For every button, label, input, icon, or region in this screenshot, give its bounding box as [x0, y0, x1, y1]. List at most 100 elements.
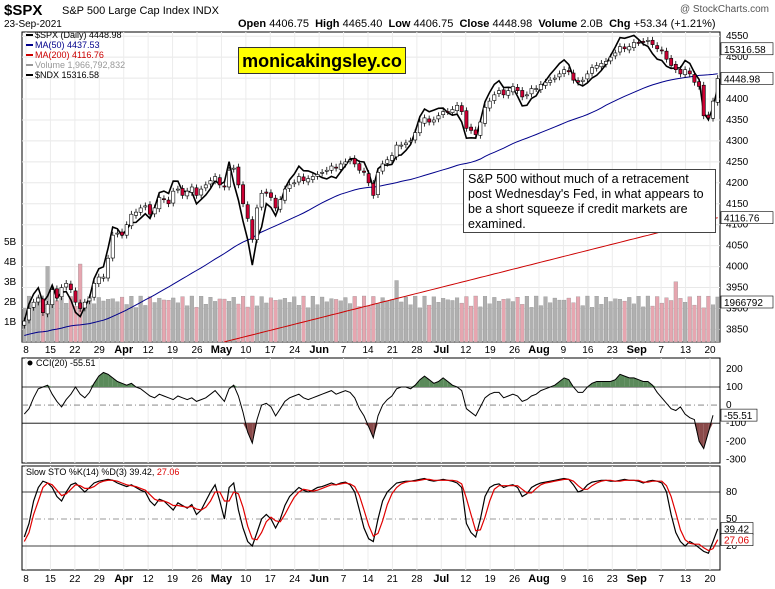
cci-y-tick-label: -200: [726, 436, 746, 447]
cci-legend-dot: [27, 360, 33, 366]
x-tick-label: 26: [191, 345, 203, 356]
price-candle: [338, 163, 343, 170]
x-tick-label: 10: [240, 345, 252, 356]
volume-bar: [664, 297, 669, 343]
close-label: Close: [459, 18, 490, 30]
price-candle: [408, 140, 413, 143]
volume-bar: [580, 305, 585, 343]
price-candle: [171, 190, 176, 204]
price-candle: [492, 94, 497, 101]
volume-bar: [124, 304, 129, 343]
stockcharts-credit: @ StockCharts.com: [679, 4, 769, 15]
volume-bar: [371, 296, 376, 343]
price-candle: [599, 63, 604, 68]
volume-bar: [445, 299, 450, 343]
price-candle: [483, 107, 487, 124]
volume-bar: [678, 298, 683, 343]
price-candle: [715, 78, 720, 103]
volume-bar: [278, 299, 283, 343]
x-tick-label: 19: [485, 574, 497, 585]
price-candle: [296, 176, 301, 183]
price-candle: [259, 192, 264, 208]
price-candle: [115, 232, 120, 235]
price-candle: [650, 39, 655, 45]
x-tick-label: Sep: [627, 344, 647, 356]
price-candle: [348, 159, 352, 162]
price-candle: [390, 155, 394, 161]
volume-tick-label: 5B: [4, 237, 17, 248]
sto-title-k: Slow STO %K(14) %D(3) 39.42,: [26, 467, 154, 477]
volume-bar: [617, 298, 622, 343]
volume-bar: [464, 296, 469, 343]
volume-bar: [594, 296, 599, 343]
price-value-tag-box: [720, 42, 774, 56]
volume-bar: [143, 305, 148, 343]
price-candle: [501, 89, 506, 96]
price-candle: [92, 283, 97, 298]
x-tick-label: 19: [167, 345, 179, 356]
volume-bar: [631, 303, 636, 343]
volume-bar: [343, 297, 348, 343]
price-candle: [301, 176, 306, 182]
volume-bar: [129, 296, 134, 343]
cci-overbought-fill: [629, 377, 634, 387]
price-candle: [82, 301, 87, 309]
x-tick-label: 19: [167, 574, 179, 585]
chg-label: Chg: [609, 18, 631, 30]
ma50-line: [24, 73, 718, 336]
x-tick-label: Sep: [627, 573, 647, 585]
volume-bar: [538, 305, 543, 343]
volume-bar: [157, 297, 162, 343]
price-y-tick-label: 4500: [726, 52, 749, 63]
volume-bar: [650, 305, 655, 343]
price-value-tag: 4448.98: [724, 75, 761, 86]
volume-bar: [133, 307, 139, 343]
price-candle: [217, 177, 222, 186]
x-tick-label: 15: [45, 574, 57, 585]
price-candle: [399, 144, 404, 147]
price-candle: [231, 167, 236, 170]
volume-bar: [603, 297, 609, 343]
cci-overbought-fill: [103, 372, 109, 387]
x-tick-label: 24: [289, 345, 301, 356]
x-tick-label: 12: [460, 345, 472, 356]
volume-bar: [282, 298, 287, 343]
price-candle: [645, 40, 650, 42]
x-tick-label: Apr: [114, 344, 134, 356]
x-tick-label: Jun: [309, 573, 329, 585]
volume-bar: [106, 299, 111, 343]
price-candle: [282, 188, 287, 201]
sto-panel-frame: [21, 465, 721, 571]
volume-bar: [348, 303, 353, 343]
price-candle: [287, 184, 292, 189]
price-y-tick-label: 4250: [726, 157, 749, 168]
volume-bar: [687, 296, 692, 343]
price-candle: [618, 46, 622, 53]
volume-bar: [515, 297, 520, 343]
price-candle: [152, 207, 157, 215]
price-candle: [357, 163, 362, 171]
price-candle: [250, 219, 255, 240]
sto-value-tag: 39.42: [724, 525, 749, 536]
price-candle: [673, 63, 678, 71]
price-candle: [306, 178, 311, 183]
price-candle: [669, 58, 674, 66]
x-tick-label: 7: [341, 574, 347, 585]
price-candle: [362, 170, 366, 173]
price-y-tick-label: 3900: [726, 303, 749, 314]
price-candle: [497, 90, 501, 94]
ticker-description: S&P 500 Large Cap Index INDX: [62, 5, 219, 17]
volume-bar: [571, 302, 576, 343]
volume-bar: [334, 299, 339, 343]
volume-bar: [338, 300, 343, 343]
cci-overbought-fill: [564, 377, 569, 387]
volume-bar: [622, 300, 627, 343]
x-tick-label: 12: [460, 574, 472, 585]
volume-bar: [227, 301, 232, 343]
volume-bar: [422, 295, 427, 343]
price-y-tick-label: 4350: [726, 115, 749, 126]
price-candle: [538, 84, 543, 90]
volume-bar: [613, 298, 618, 343]
volume-bar: [101, 300, 106, 343]
volume-bar: [273, 300, 278, 343]
